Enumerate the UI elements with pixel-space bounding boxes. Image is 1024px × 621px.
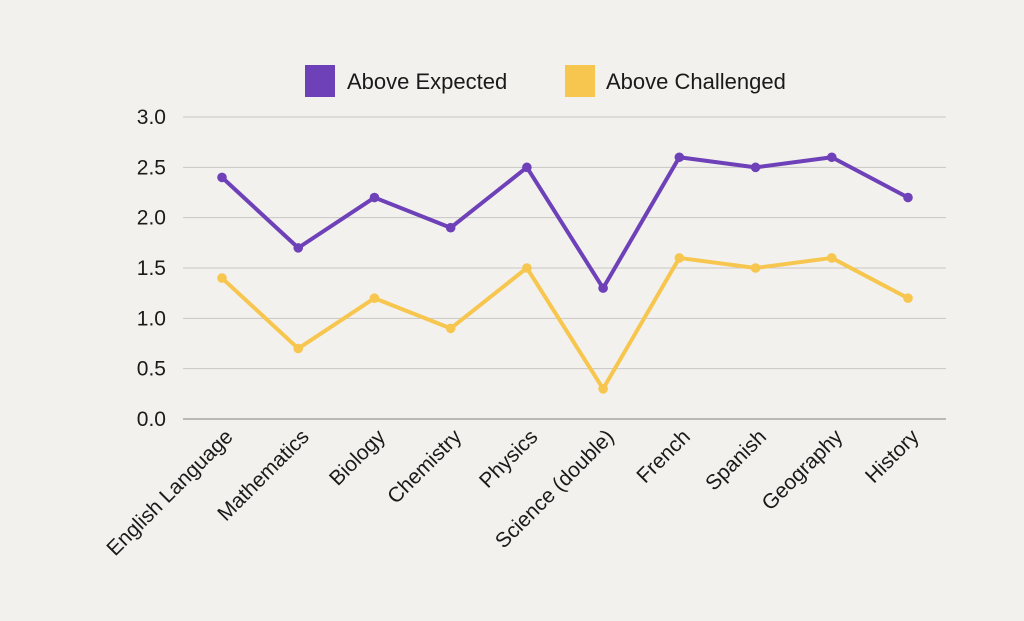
data-point — [750, 263, 761, 273]
data-point — [217, 172, 227, 183]
x-tick-label: French — [632, 425, 694, 487]
series-group — [217, 152, 913, 394]
series-0 — [217, 152, 913, 293]
legend-swatch — [305, 65, 335, 97]
y-tick-label: 0.5 — [137, 358, 166, 381]
data-point — [826, 152, 837, 163]
data-point — [445, 323, 456, 334]
data-point — [369, 192, 380, 203]
data-point — [217, 273, 227, 283]
y-tick-label: 1.5 — [137, 257, 166, 280]
data-point — [598, 283, 608, 293]
legend-label: Above Challenged — [606, 69, 786, 94]
data-point — [522, 162, 532, 173]
series-1 — [217, 253, 913, 394]
x-tick-label: Biology — [325, 425, 390, 490]
data-point — [826, 253, 837, 263]
y-axis: 0.0 0.5 1.0 1.5 2.0 2.5 3.0 — [137, 106, 166, 431]
y-tick-label: 1.0 — [137, 307, 166, 330]
legend-label: Above Expected — [347, 69, 507, 94]
data-point — [750, 162, 761, 173]
x-tick-label: Geography — [758, 425, 848, 515]
data-point — [903, 192, 913, 203]
data-point — [674, 152, 685, 163]
data-point — [293, 243, 304, 253]
y-tick-label: 2.5 — [137, 156, 166, 179]
data-point — [445, 222, 456, 233]
x-tick-label: History — [861, 425, 924, 488]
series-line — [220, 155, 910, 291]
data-point — [674, 253, 685, 263]
x-tick-label: Physics — [475, 425, 542, 492]
x-tick-label: English Language — [102, 425, 237, 560]
x-tick-label: Chemistry — [383, 425, 466, 508]
data-point — [598, 384, 608, 394]
data-point — [369, 293, 380, 304]
data-point — [903, 293, 913, 304]
gridlines — [183, 116, 946, 420]
y-tick-label: 0.0 — [137, 408, 166, 431]
data-point — [293, 343, 304, 354]
data-point — [522, 263, 532, 273]
y-tick-label: 2.0 — [137, 207, 166, 230]
legend-item: Above Expected — [305, 65, 507, 97]
legend-swatch — [565, 65, 595, 97]
x-tick-label: Spanish — [701, 425, 771, 495]
legend-item: Above Challenged — [565, 65, 786, 97]
y-tick-label: 3.0 — [137, 106, 166, 129]
series-line — [220, 255, 910, 391]
legend: Above Expected Above Challenged — [305, 65, 786, 97]
